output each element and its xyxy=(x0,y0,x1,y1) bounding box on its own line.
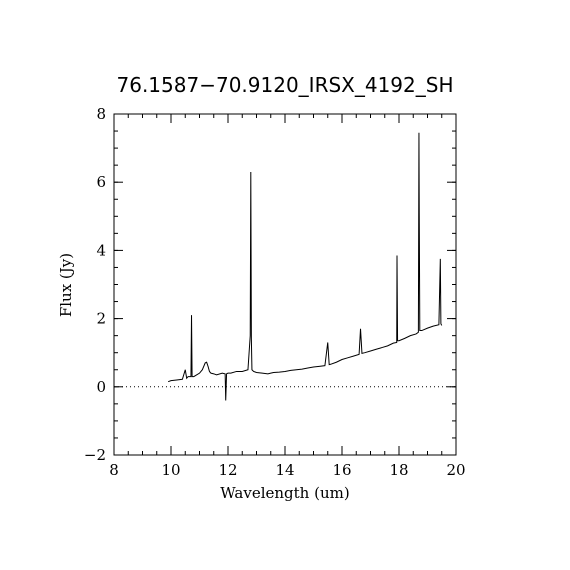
y-tick-label: 2 xyxy=(96,310,106,328)
y-tick-label: −2 xyxy=(84,446,106,464)
y-tick-label: 8 xyxy=(96,105,106,123)
x-tick-label: 18 xyxy=(389,461,408,479)
plot-layer: 8 10 12 14 16 18 20 −2 0 2 4 6 8 xyxy=(84,105,466,479)
y-tick-label: 0 xyxy=(96,378,106,396)
plot-frame xyxy=(113,113,457,456)
chart-title: 76.1587−70.9120_IRSX_4192_SH xyxy=(117,73,454,97)
x-tick-label: 10 xyxy=(161,461,180,479)
x-tick-label: 14 xyxy=(275,461,294,479)
x-tick-label: 16 xyxy=(332,461,351,479)
y-axis-label: Flux (Jy) xyxy=(57,253,75,317)
x-tick-label: 12 xyxy=(218,461,237,479)
x-axis-label: Wavelength (um) xyxy=(220,484,349,502)
y-tick-label: 4 xyxy=(96,241,106,259)
spectrum-line xyxy=(167,132,443,401)
x-tick-label: 20 xyxy=(446,461,465,479)
x-tick-label: 8 xyxy=(109,461,119,479)
y-tick-label: 6 xyxy=(96,173,106,191)
